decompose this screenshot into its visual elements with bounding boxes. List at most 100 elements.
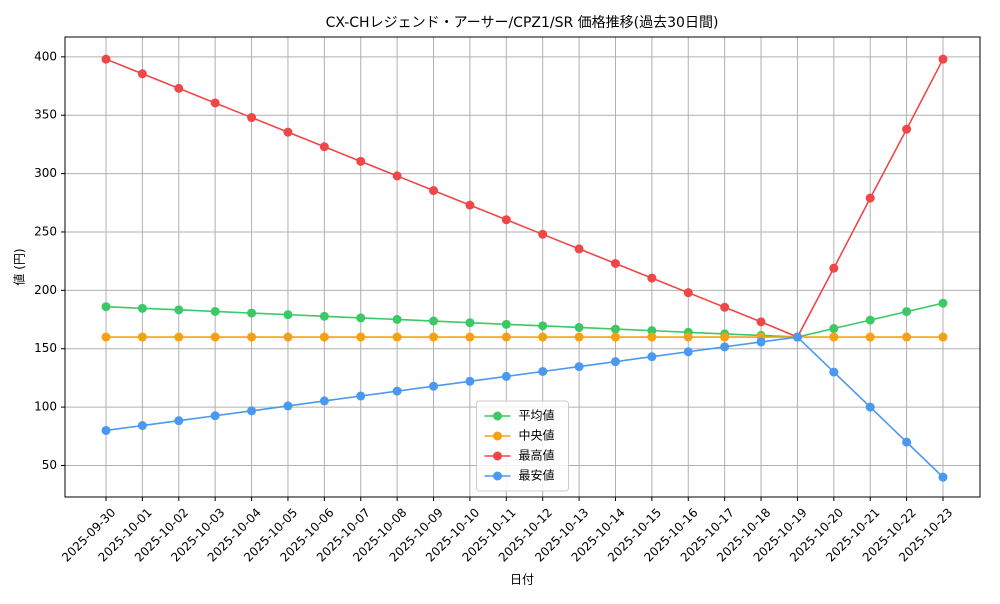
point (283, 401, 293, 411)
point (319, 311, 329, 321)
point (683, 332, 693, 342)
point (210, 332, 220, 342)
point (902, 437, 912, 447)
point (720, 342, 730, 352)
point (174, 305, 184, 315)
point (865, 193, 875, 203)
point (174, 83, 184, 93)
point (865, 402, 875, 412)
point (392, 171, 402, 181)
legend-marker (493, 431, 502, 441)
legend-label: 平均値 (519, 408, 555, 423)
point (210, 98, 220, 108)
series-line (105, 58, 944, 339)
point (137, 332, 147, 342)
legend-marker (493, 451, 502, 461)
point (938, 298, 948, 308)
point (683, 288, 693, 298)
series-line (105, 336, 944, 478)
point (137, 69, 147, 79)
point (247, 406, 257, 416)
point (465, 318, 475, 328)
y-tick-label: 50 (42, 458, 57, 472)
point (538, 366, 548, 376)
point (429, 381, 439, 391)
point (610, 324, 620, 334)
point (610, 357, 620, 367)
point (902, 124, 912, 134)
point (829, 263, 839, 273)
point (465, 376, 475, 386)
point (501, 371, 511, 381)
point (101, 425, 111, 435)
point (429, 332, 439, 342)
point (174, 332, 184, 342)
point (574, 332, 584, 342)
point (356, 313, 366, 323)
point (247, 308, 257, 318)
y-tick-label: 250 (34, 224, 57, 238)
legend-label: 最高値 (519, 448, 555, 463)
point (902, 332, 912, 342)
y-tick-label: 150 (34, 341, 57, 355)
point (538, 321, 548, 331)
chart-title: CX-CHレジェンド・アーサー/CPZ1/SR 価格推移(過去30日間) (326, 15, 719, 31)
point (174, 416, 184, 426)
y-tick-label: 100 (34, 400, 57, 414)
point (319, 142, 329, 152)
point (247, 332, 257, 342)
legend-marker (493, 471, 502, 481)
point (902, 307, 912, 317)
point (429, 186, 439, 196)
point (938, 472, 948, 482)
point (319, 332, 329, 342)
point (538, 229, 548, 239)
point (792, 332, 802, 342)
x-axis-label: 日付 (510, 573, 534, 587)
point (356, 332, 366, 342)
point (610, 258, 620, 268)
point (574, 244, 584, 254)
point (101, 302, 111, 312)
point (938, 332, 948, 342)
point (538, 332, 548, 342)
legend-box (476, 400, 569, 492)
point (756, 317, 766, 327)
point (756, 337, 766, 347)
point (210, 411, 220, 421)
point (574, 362, 584, 372)
point (647, 332, 657, 342)
point (938, 54, 948, 64)
point (137, 421, 147, 431)
y-tick-label: 200 (34, 283, 57, 297)
point (829, 332, 839, 342)
point (647, 352, 657, 362)
point (392, 386, 402, 396)
legend-label: 最安値 (519, 468, 555, 483)
y-tick-label: 300 (34, 166, 57, 180)
point (720, 332, 730, 342)
point (392, 314, 402, 324)
point (501, 215, 511, 225)
point (865, 315, 875, 325)
plot-frame (64, 36, 981, 498)
point (647, 326, 657, 336)
point (283, 127, 293, 137)
y-axis-label: 値 (円) (12, 248, 27, 285)
y-tick-label: 400 (34, 49, 57, 63)
point (865, 332, 875, 342)
point (683, 347, 693, 357)
point (356, 391, 366, 401)
point (720, 302, 730, 312)
point (574, 322, 584, 332)
point (137, 303, 147, 313)
point (429, 316, 439, 326)
point (501, 319, 511, 329)
point (829, 324, 839, 334)
y-tick-label: 350 (34, 108, 57, 122)
point (610, 332, 620, 342)
legend-label: 中央値 (519, 428, 555, 443)
point (501, 332, 511, 342)
point (829, 367, 839, 377)
